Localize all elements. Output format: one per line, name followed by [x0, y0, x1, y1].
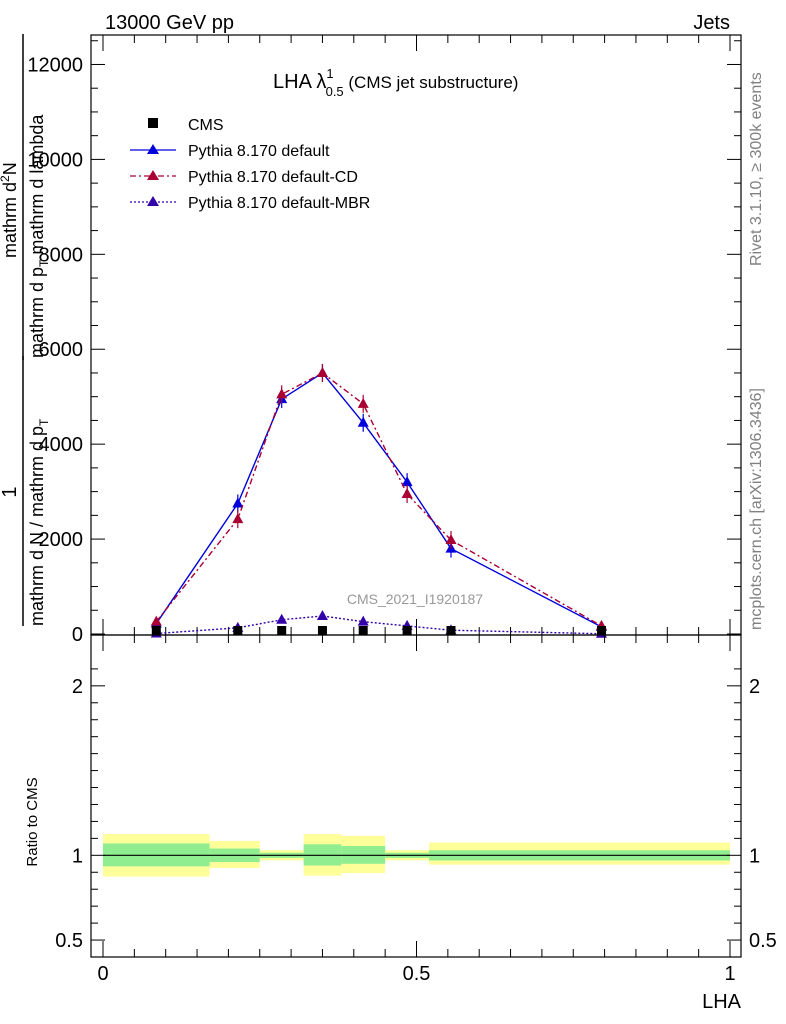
- series-marker-1: [357, 397, 369, 408]
- ratio-ytick-label: 1: [72, 845, 83, 867]
- rivet-label: Rivet 3.1.10, ≥ 300k events: [748, 72, 765, 266]
- cms-point: [596, 626, 606, 635]
- main-ytick-label: 4000: [39, 434, 84, 456]
- main-ylabel: 1 mathrm d N / mathrm d pT mathrm d2N ma…: [0, 34, 51, 626]
- legend-marker-default: [147, 144, 159, 154]
- legend-marker-mbr: [147, 196, 159, 206]
- main-ytick-label: 6000: [39, 339, 84, 361]
- main-ytick-label: 12000: [27, 54, 83, 76]
- ylabel-num-2: mathrm d2N: [0, 162, 20, 258]
- legend: CMS Pythia 8.170 default Pythia 8.170 de…: [130, 117, 370, 212]
- series-marker-2: [316, 609, 328, 620]
- ratio-x-ticks: 0 0.5 1: [97, 635, 736, 985]
- legend-label-cd: Pythia 8.170 default-CD: [188, 169, 358, 186]
- header-energy: 13000 GeV pp: [105, 12, 234, 34]
- cms-point: [233, 626, 243, 635]
- cms-points-layer: [151, 626, 606, 635]
- ylabel-den-1: mathrm d N / mathrm d pT: [27, 418, 51, 626]
- legend-marker-cd: [147, 170, 159, 180]
- legend-label-mbr: Pythia 8.170 default-MBR: [188, 195, 370, 212]
- cms-point: [317, 626, 327, 635]
- ratio-ytick-label: 0.5: [55, 930, 83, 952]
- main-ytick-label: 2000: [39, 529, 84, 551]
- cms-point: [446, 626, 456, 635]
- ratio-xtick-label: 0.5: [403, 963, 431, 985]
- ratio-ytick-label-right: 2: [749, 676, 760, 698]
- ylabel-den-2: mathrm d pT mathrm d lambda: [27, 114, 51, 358]
- series-marker-1: [232, 513, 244, 524]
- ylabel-num-1: 1: [0, 486, 21, 497]
- ratio-ytick-label: 2: [72, 676, 83, 698]
- mcplots-label: mcplots.cern.ch [arXiv:1306.3436]: [748, 388, 765, 630]
- main-y-ticks: 0 2000 4000 6000 8000 10000 12000: [27, 40, 741, 646]
- ratio-ylabel: Ratio to CMS: [24, 777, 41, 866]
- ratio-ytick-label-right: 0.5: [749, 930, 777, 952]
- analysis-watermark: CMS_2021_I1920187: [347, 591, 483, 607]
- ratio-ytick-label-right: 1: [749, 845, 760, 867]
- series-marker-1: [316, 366, 328, 377]
- legend-label-cms: CMS: [188, 117, 224, 134]
- cms-point: [277, 626, 287, 635]
- legend-label-default: Pythia 8.170 default: [188, 143, 330, 160]
- x-axis-label: LHA: [702, 991, 742, 1013]
- ratio-xtick-label: 1: [724, 963, 735, 985]
- series-marker-1: [401, 487, 413, 498]
- series-marker-2: [276, 613, 288, 624]
- series-marker-1: [445, 534, 457, 545]
- ratio-panel-frame: [90, 634, 742, 958]
- main-ytick-label: 10000: [27, 149, 83, 171]
- ratio-xtick-label: 0: [97, 963, 108, 985]
- series-marker-0: [357, 416, 369, 427]
- series-marker-1: [276, 388, 288, 399]
- series-marker-0: [232, 497, 244, 508]
- series-marker-1: [150, 615, 162, 626]
- series-line-1: [155, 372, 602, 627]
- cms-point: [151, 626, 161, 635]
- main-ytick-label: 8000: [39, 244, 84, 266]
- header-jets: Jets: [693, 12, 730, 34]
- legend-marker-cms: [148, 118, 158, 128]
- cms-point: [358, 626, 368, 635]
- series-marker-2: [357, 615, 369, 626]
- series-marker-0: [401, 476, 413, 487]
- main-ytick-label: 0: [72, 624, 83, 646]
- series-line-2: [156, 615, 602, 635]
- cms-point: [402, 626, 412, 635]
- series-line-0: [155, 372, 602, 628]
- plot-title: LHA λ1 0.5 (CMS jet substructure): [273, 66, 518, 99]
- ratio-y-ticks: 0.5 0.5 1 1 2 2: [55, 668, 777, 952]
